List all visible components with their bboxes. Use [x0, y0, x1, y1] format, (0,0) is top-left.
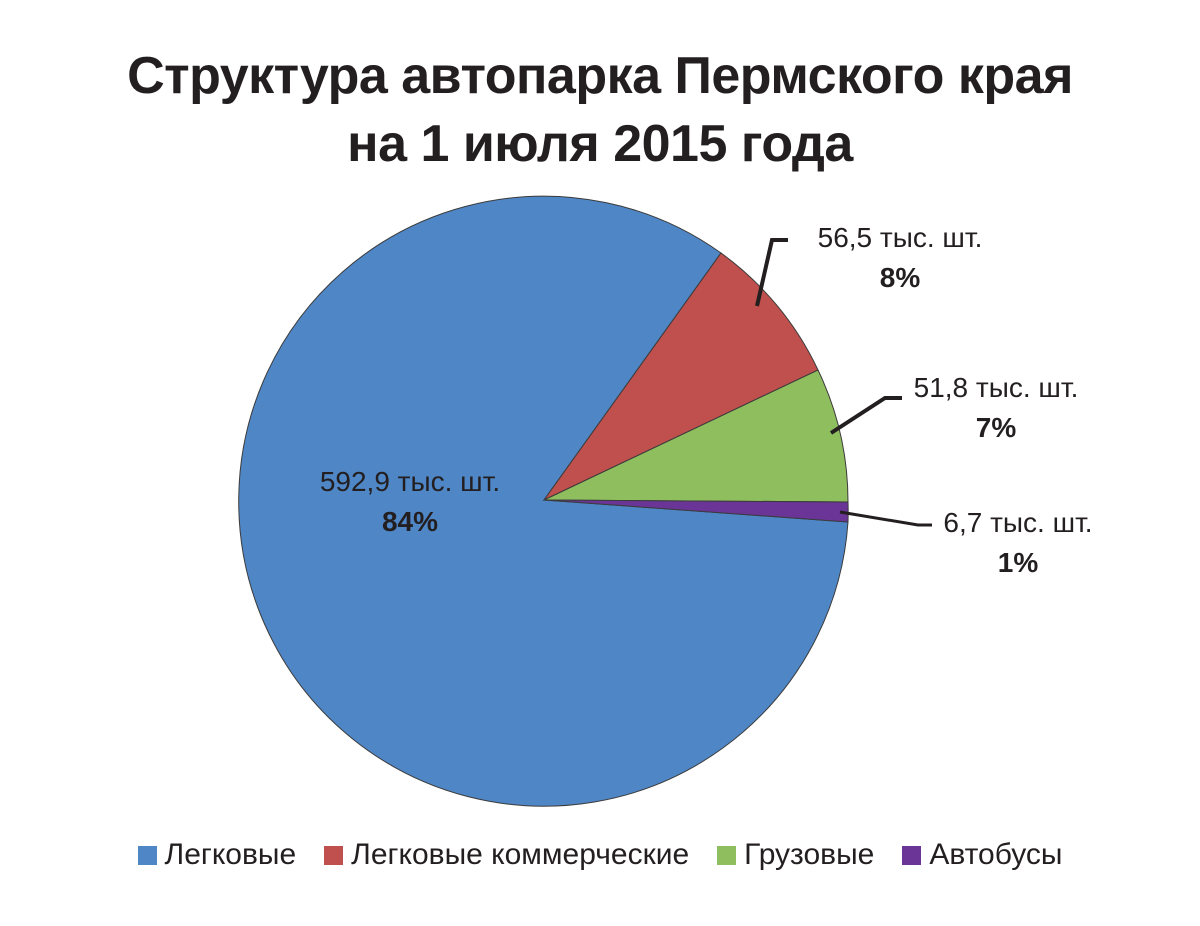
- legend-swatch-purple: [902, 845, 922, 865]
- legend-item-legkovye-kommercheskie: Легковые коммерческие: [324, 838, 689, 872]
- chart-title: Структура автопарка Пермского края на 1 …: [0, 42, 1200, 178]
- legend-item-gruzovye: Грузовые: [717, 838, 874, 872]
- chart-title-line-2: на 1 июля 2015 года: [347, 115, 853, 173]
- legend-swatch-red: [324, 845, 344, 865]
- value-label: 6,7 тыс. шт.: [943, 507, 1093, 538]
- legend-label: Автобусы: [929, 838, 1063, 871]
- leader-line-avtobusy: [839, 510, 932, 527]
- leader-line-gruzovye: [829, 396, 902, 435]
- percent-label: 1%: [997, 547, 1039, 578]
- chart-legend: Легковые Легковые коммерческие Грузовые …: [0, 838, 1200, 872]
- data-label-avtobusy: 6,7 тыс. шт. 1%: [918, 503, 1118, 583]
- value-label: 51,8 тыс. шт.: [913, 372, 1079, 403]
- legend-label: Легковые коммерческие: [351, 838, 690, 871]
- pie-slice-legkovye-kommercheskie: [542, 252, 819, 502]
- legend-label: Грузовые: [744, 838, 875, 871]
- percent-label: 8%: [879, 262, 921, 293]
- legend-swatch-blue: [137, 845, 157, 865]
- leader-line-kommercheskie: [755, 238, 788, 307]
- percent-label: 7%: [975, 412, 1017, 443]
- legend-label: Легковые: [164, 838, 297, 871]
- percent-label: 84%: [381, 506, 439, 537]
- legend-item-avtobusy: Автобусы: [902, 838, 1062, 872]
- chart-title-line-1: Структура автопарка Пермского края: [127, 47, 1073, 105]
- value-label: 592,9 тыс. шт.: [319, 466, 501, 497]
- legend-swatch-green: [717, 845, 737, 865]
- legend-item-legkovye: Легковые: [137, 838, 297, 872]
- data-label-legkovye: 592,9 тыс. шт. 84%: [290, 462, 530, 542]
- value-label: 56,5 тыс. шт.: [817, 222, 983, 253]
- pie-slice-legkovye: [238, 195, 849, 807]
- pie-slice-gruzovye: [543, 369, 849, 503]
- data-label-legkovye-kommercheskie: 56,5 тыс. шт. 8%: [790, 218, 1010, 298]
- data-label-gruzovye: 51,8 тыс. шт. 7%: [886, 368, 1106, 448]
